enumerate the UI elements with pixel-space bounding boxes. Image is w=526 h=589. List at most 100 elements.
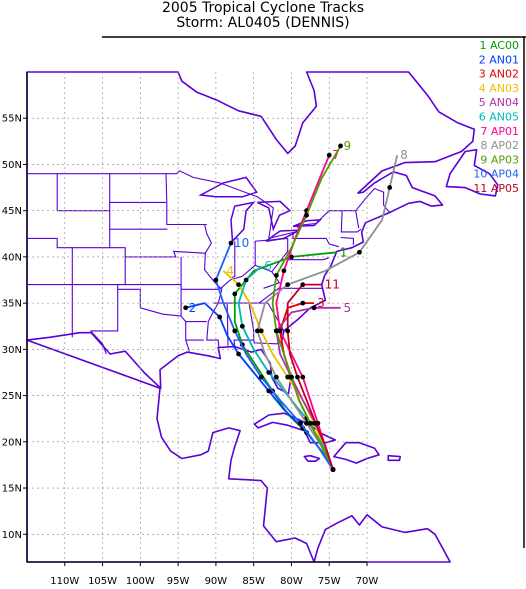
lat-lon-grid bbox=[27, 72, 368, 562]
border-line bbox=[219, 238, 289, 290]
legend-entry-8: 8 AP02 bbox=[480, 139, 519, 152]
lon-tick-label: 110W bbox=[50, 576, 79, 587]
border-line bbox=[27, 237, 111, 249]
lat-tick-label: 50N bbox=[2, 160, 22, 171]
track-point bbox=[285, 328, 291, 334]
track-point bbox=[285, 282, 291, 288]
lon-tick-label: 100W bbox=[126, 576, 155, 587]
track-end-label-10: 10 bbox=[234, 236, 249, 250]
track-end-label-6: 6 bbox=[264, 259, 272, 273]
track-line-8 bbox=[256, 154, 399, 470]
track-point bbox=[289, 374, 294, 380]
track-point bbox=[357, 249, 362, 255]
border-line bbox=[226, 303, 229, 346]
track-point bbox=[273, 272, 279, 278]
track-point bbox=[255, 328, 260, 334]
axis-tick-labels: 10N 15N 20N 25N 30N 35N 40N 45N 50N 55N 110W 105W 10… bbox=[2, 114, 379, 587]
legend-entry-3: 3 AN02 bbox=[479, 68, 519, 81]
land-outline bbox=[303, 454, 321, 463]
lake-outline bbox=[198, 176, 258, 198]
track-point bbox=[213, 277, 219, 283]
track-point bbox=[338, 143, 343, 149]
track-end-label-11: 11 bbox=[325, 278, 340, 292]
track-point bbox=[258, 374, 264, 380]
border-line bbox=[287, 257, 329, 261]
track-point bbox=[313, 420, 319, 426]
lon-tick-label: 80W bbox=[280, 576, 303, 587]
track-point bbox=[326, 152, 332, 158]
land-outline bbox=[253, 412, 337, 444]
border-line bbox=[340, 210, 362, 233]
legend-entry-9: 9 AP03 bbox=[480, 153, 519, 166]
legend-entry-11: 11 AP05 bbox=[473, 182, 519, 195]
map-frame bbox=[26, 36, 526, 563]
lon-tick-label: 85W bbox=[242, 576, 265, 587]
border-line bbox=[165, 173, 207, 226]
track-point bbox=[273, 328, 279, 334]
track-point bbox=[183, 305, 189, 311]
track-point bbox=[266, 388, 272, 394]
track-line-4 bbox=[222, 270, 334, 470]
lat-tick-label: 20N bbox=[2, 437, 22, 448]
lon-tick-label: 105W bbox=[88, 576, 117, 587]
border-line bbox=[292, 233, 340, 248]
track-point bbox=[228, 240, 234, 246]
land-outline bbox=[26, 339, 315, 563]
track-point bbox=[289, 254, 294, 260]
legend-entry-2: 2 AN01 bbox=[479, 53, 519, 66]
track-point bbox=[281, 268, 287, 274]
track-line-10 bbox=[214, 242, 334, 470]
track-point bbox=[258, 328, 264, 334]
track-point bbox=[217, 314, 223, 320]
map-title: 2005 Tropical Cyclone Tracks bbox=[161, 0, 365, 16]
track-point bbox=[295, 374, 300, 380]
track-point bbox=[304, 420, 309, 426]
track-point bbox=[236, 351, 241, 357]
lat-tick-label: 45N bbox=[2, 206, 22, 217]
lat-tick-label: 35N bbox=[2, 299, 22, 310]
track-end-label-3: 3 bbox=[317, 296, 325, 310]
land-outline bbox=[313, 513, 451, 563]
track-point bbox=[300, 282, 306, 288]
land-outline bbox=[332, 441, 380, 464]
border-line bbox=[213, 287, 323, 304]
track-point bbox=[311, 305, 317, 311]
track-point bbox=[304, 212, 309, 218]
track-point bbox=[273, 374, 279, 380]
track-end-label-8: 8 bbox=[400, 148, 408, 162]
border-line bbox=[230, 241, 236, 279]
border-line bbox=[204, 224, 223, 348]
lon-tick-label: 95W bbox=[167, 576, 190, 587]
border-line bbox=[340, 236, 354, 245]
legend-entry-10: 10 AP04 bbox=[473, 168, 519, 181]
border-line bbox=[125, 284, 190, 352]
land-outline bbox=[387, 454, 402, 462]
lake-outline bbox=[257, 200, 292, 232]
lon-tick-label: 90W bbox=[205, 576, 228, 587]
track-end-label-4: 4 bbox=[226, 264, 234, 278]
storm-subtitle: Storm: AL0405 (DENNIS) bbox=[176, 15, 350, 31]
track-end-label-2: 2 bbox=[189, 301, 197, 315]
legend-entry-5: 5 AN04 bbox=[479, 96, 519, 109]
track-point bbox=[232, 291, 238, 297]
land-outline bbox=[445, 148, 499, 197]
legend-entry-6: 6 AN05 bbox=[479, 111, 519, 124]
lon-tick-label: 70W bbox=[356, 576, 379, 587]
land-outline bbox=[26, 71, 476, 395]
lat-tick-label: 40N bbox=[2, 252, 22, 263]
border-line bbox=[254, 237, 288, 266]
border-line bbox=[139, 289, 182, 317]
lon-tick-label: 75W bbox=[318, 576, 341, 587]
track-point bbox=[300, 374, 306, 380]
track-end-label-1: 1 bbox=[340, 245, 348, 259]
lat-tick-label: 15N bbox=[2, 484, 22, 495]
lat-tick-label: 25N bbox=[2, 391, 22, 402]
track-point bbox=[236, 282, 241, 288]
track-point bbox=[298, 420, 303, 426]
legend-entry-1: 1 AC00 bbox=[479, 39, 519, 52]
track-point bbox=[243, 277, 249, 283]
